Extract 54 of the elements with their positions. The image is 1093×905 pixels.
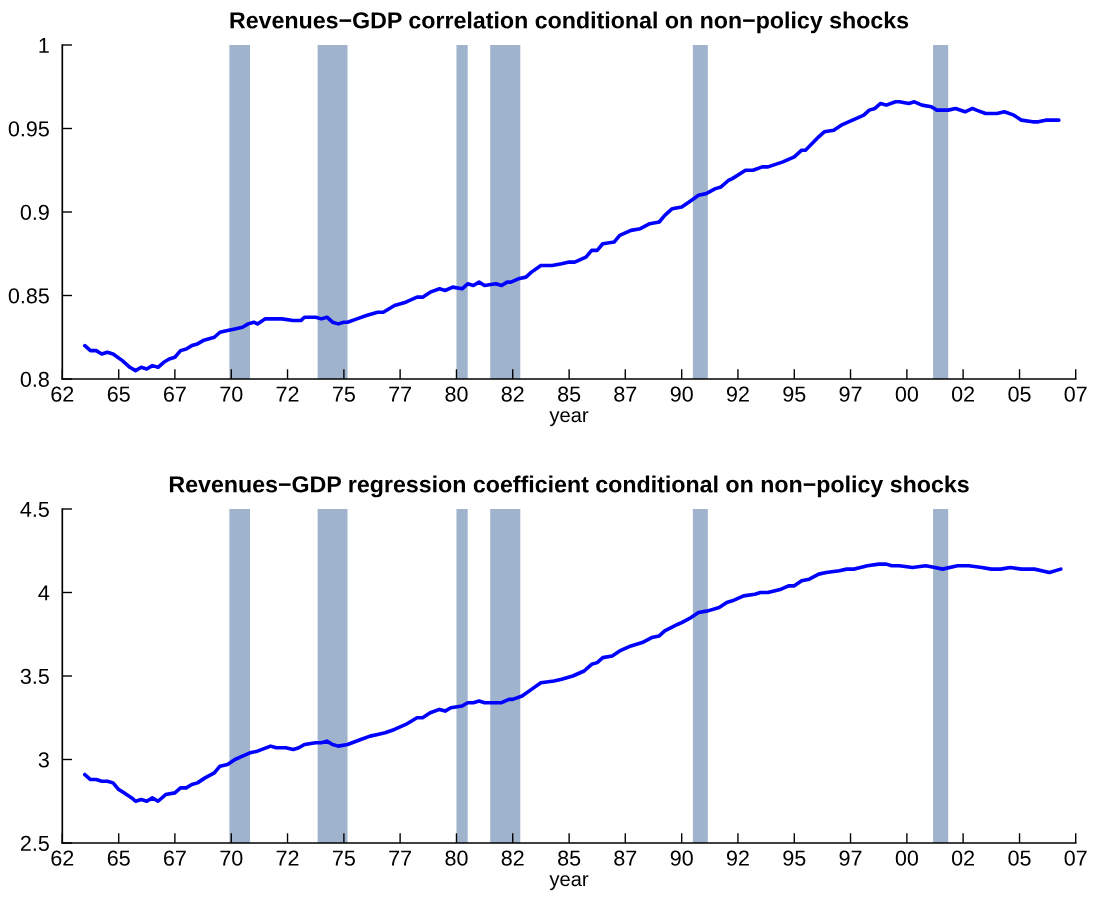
x-tick-label: 77: [389, 386, 412, 402]
y-tick-label: 1: [39, 37, 49, 53]
y-tick-label: 3.5: [20, 668, 49, 685]
y-tick-label: 4: [38, 585, 50, 601]
x-tick-label: 67: [164, 850, 186, 866]
x-tick-label: 92: [726, 850, 749, 866]
x-tick-label: 90: [670, 386, 693, 402]
x-tick-label: 02: [951, 386, 975, 402]
x-tick-label: 07: [1064, 386, 1087, 402]
x-tick-label: 87: [614, 850, 637, 866]
x-tick-label: 05: [1008, 850, 1031, 866]
y-tick-label: 0.95: [8, 121, 49, 137]
line-series: [82, 562, 1063, 804]
chart-title: Revenues−GDP correlation conditional on non−policy shocks: [230, 11, 909, 34]
x-tick-label: 80: [445, 386, 468, 402]
y-tick-label: 2.5: [20, 835, 49, 852]
x-tick-label: 80: [445, 850, 468, 866]
x-tick-label: 75: [333, 850, 355, 866]
x-tick-label: 07: [1064, 850, 1087, 866]
x-tick-label: 00: [895, 386, 919, 402]
x-tick-label: 92: [726, 386, 749, 402]
y-tick-label: 0.85: [8, 288, 49, 304]
x-axis-title: year: [549, 411, 589, 427]
x-tick-label: 87: [614, 386, 637, 402]
x-tick-label: 97: [839, 850, 862, 866]
line-series: [82, 99, 1061, 373]
y-tick-label: 0.8: [20, 371, 49, 388]
x-axis-title: year: [549, 875, 589, 891]
x-tick-label: 62: [51, 850, 74, 866]
x-tick-label: 75: [333, 386, 355, 402]
x-tick-label: 85: [558, 386, 581, 402]
x-tick-label: 82: [501, 850, 524, 866]
x-tick-label: 62: [51, 386, 74, 402]
y-tick-label: 3: [38, 752, 49, 768]
y-tick-label: 0.9: [20, 204, 49, 221]
x-tick-label: 95: [783, 386, 806, 402]
x-tick-label: 82: [501, 386, 524, 402]
x-tick-label: 72: [276, 850, 299, 866]
x-tick-label: 77: [389, 850, 412, 866]
y-tick-label: 4.5: [20, 501, 49, 518]
x-tick-label: 65: [107, 850, 130, 866]
x-tick-label: 00: [895, 850, 919, 866]
x-tick-label: 05: [1008, 386, 1031, 402]
chart-title: Revenues−GDP regression coefficient conditional on non−policy shocks: [169, 475, 969, 498]
x-tick-label: 97: [839, 386, 862, 402]
x-tick-label: 67: [164, 386, 186, 402]
x-tick-label: 72: [276, 386, 299, 402]
x-tick-label: 70: [220, 850, 243, 866]
x-tick-label: 02: [951, 850, 975, 866]
x-tick-label: 95: [783, 850, 806, 866]
x-tick-label: 65: [107, 386, 130, 402]
x-tick-label: 85: [558, 850, 581, 866]
x-tick-label: 70: [220, 386, 243, 402]
x-tick-label: 90: [670, 850, 693, 866]
